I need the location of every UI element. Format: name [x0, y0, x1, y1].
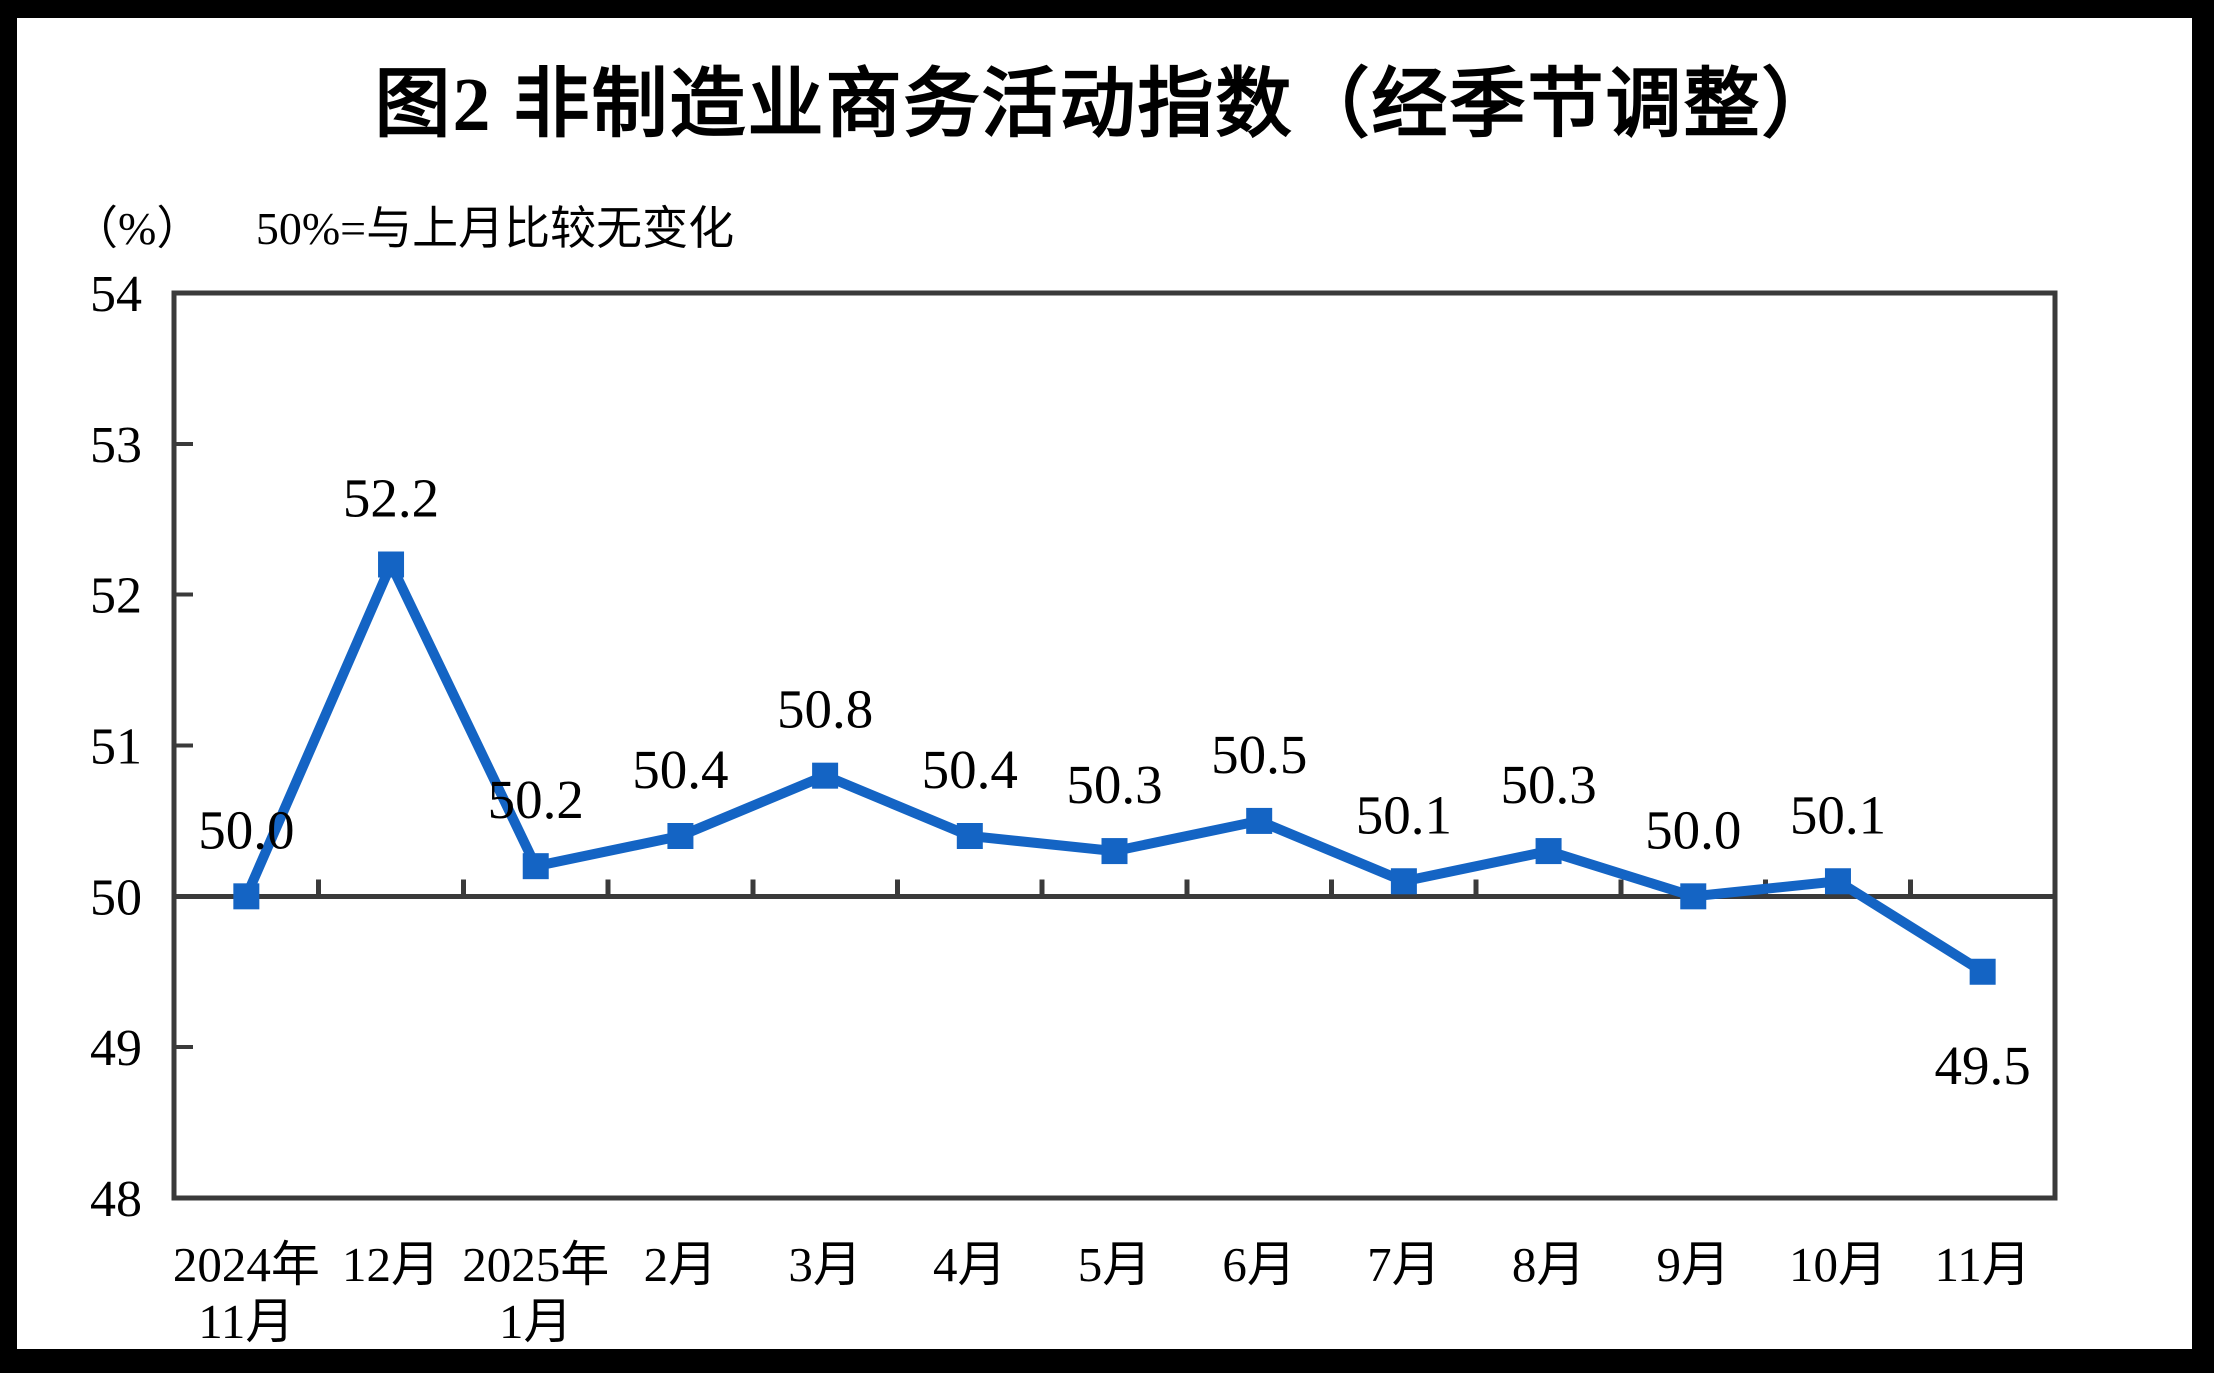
x-tick-label: 6月	[1222, 1237, 1296, 1292]
x-tick-label: 3月	[788, 1237, 862, 1292]
data-label: 50.8	[777, 679, 873, 740]
x-tick-label: 2025年	[462, 1237, 609, 1292]
x-tick-label: 9月	[1657, 1237, 1731, 1292]
reference-line-note: 50%=与上月比较无变化	[255, 203, 735, 254]
data-point-marker	[1969, 958, 1996, 985]
x-tick-label: 8月	[1512, 1237, 1586, 1292]
data-label: 50.2	[488, 769, 584, 830]
data-point-marker	[1390, 868, 1417, 895]
y-tick-label: 53	[90, 417, 142, 474]
plot-border	[171, 290, 2058, 1201]
data-point-marker	[956, 823, 983, 849]
data-point-marker	[378, 551, 405, 578]
y-tick-label: 54	[90, 266, 142, 323]
data-label: 50.0	[198, 799, 294, 860]
data-point-marker	[1535, 838, 1562, 865]
data-label: 50.1	[1790, 784, 1886, 845]
y-tick-label: 50	[90, 869, 142, 926]
x-tick-label: 11月	[1935, 1237, 2031, 1292]
x-tick-label: 1月	[499, 1294, 573, 1349]
data-point-marker	[233, 883, 260, 910]
data-label: 50.1	[1356, 784, 1452, 845]
y-axis-unit-label: （%）	[72, 203, 203, 254]
data-label: 50.4	[632, 739, 728, 800]
data-point-marker	[1680, 883, 1707, 910]
x-tick-label: 4月	[933, 1237, 1007, 1292]
x-tick-label: 12月	[342, 1237, 440, 1292]
data-label: 49.5	[1935, 1035, 2031, 1096]
y-tick-label: 48	[90, 1171, 142, 1228]
data-label: 50.3	[1500, 754, 1596, 815]
data-point-marker	[812, 762, 839, 789]
data-point-marker	[1246, 807, 1273, 834]
data-point-marker	[522, 853, 549, 880]
x-tick-label: 10月	[1789, 1237, 1887, 1292]
data-label: 50.0	[1645, 799, 1741, 860]
y-tick-label: 52	[90, 568, 142, 625]
chart-title: 图2 非制造业商务活动指数（经季节调整）	[374, 63, 1840, 147]
data-label: 50.4	[922, 739, 1018, 800]
data-label: 52.2	[343, 468, 439, 529]
data-label: 50.5	[1211, 724, 1307, 785]
data-point-marker	[1101, 838, 1128, 865]
x-tick-label: 7月	[1367, 1237, 1441, 1292]
x-tick-label: 2月	[644, 1237, 718, 1292]
y-tick-label: 51	[90, 719, 142, 776]
x-tick-label: 2024年	[173, 1237, 320, 1292]
x-tick-label: 11月	[198, 1294, 294, 1349]
x-tick-label: 5月	[1078, 1237, 1152, 1292]
data-point-marker	[667, 823, 694, 849]
data-label: 50.3	[1066, 754, 1162, 815]
y-tick-label: 49	[90, 1020, 142, 1077]
axis-note-row: （%） 50%=与上月比较无变化	[72, 192, 734, 258]
data-point-marker	[1824, 868, 1851, 895]
